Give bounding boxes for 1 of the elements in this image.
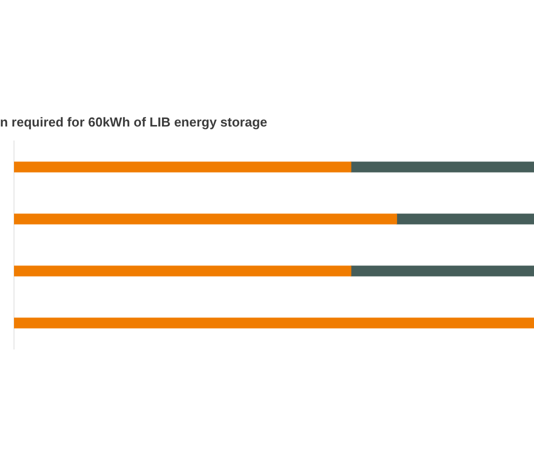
chart-title: n required for 60kWh of LIB energy storage bbox=[0, 114, 268, 130]
